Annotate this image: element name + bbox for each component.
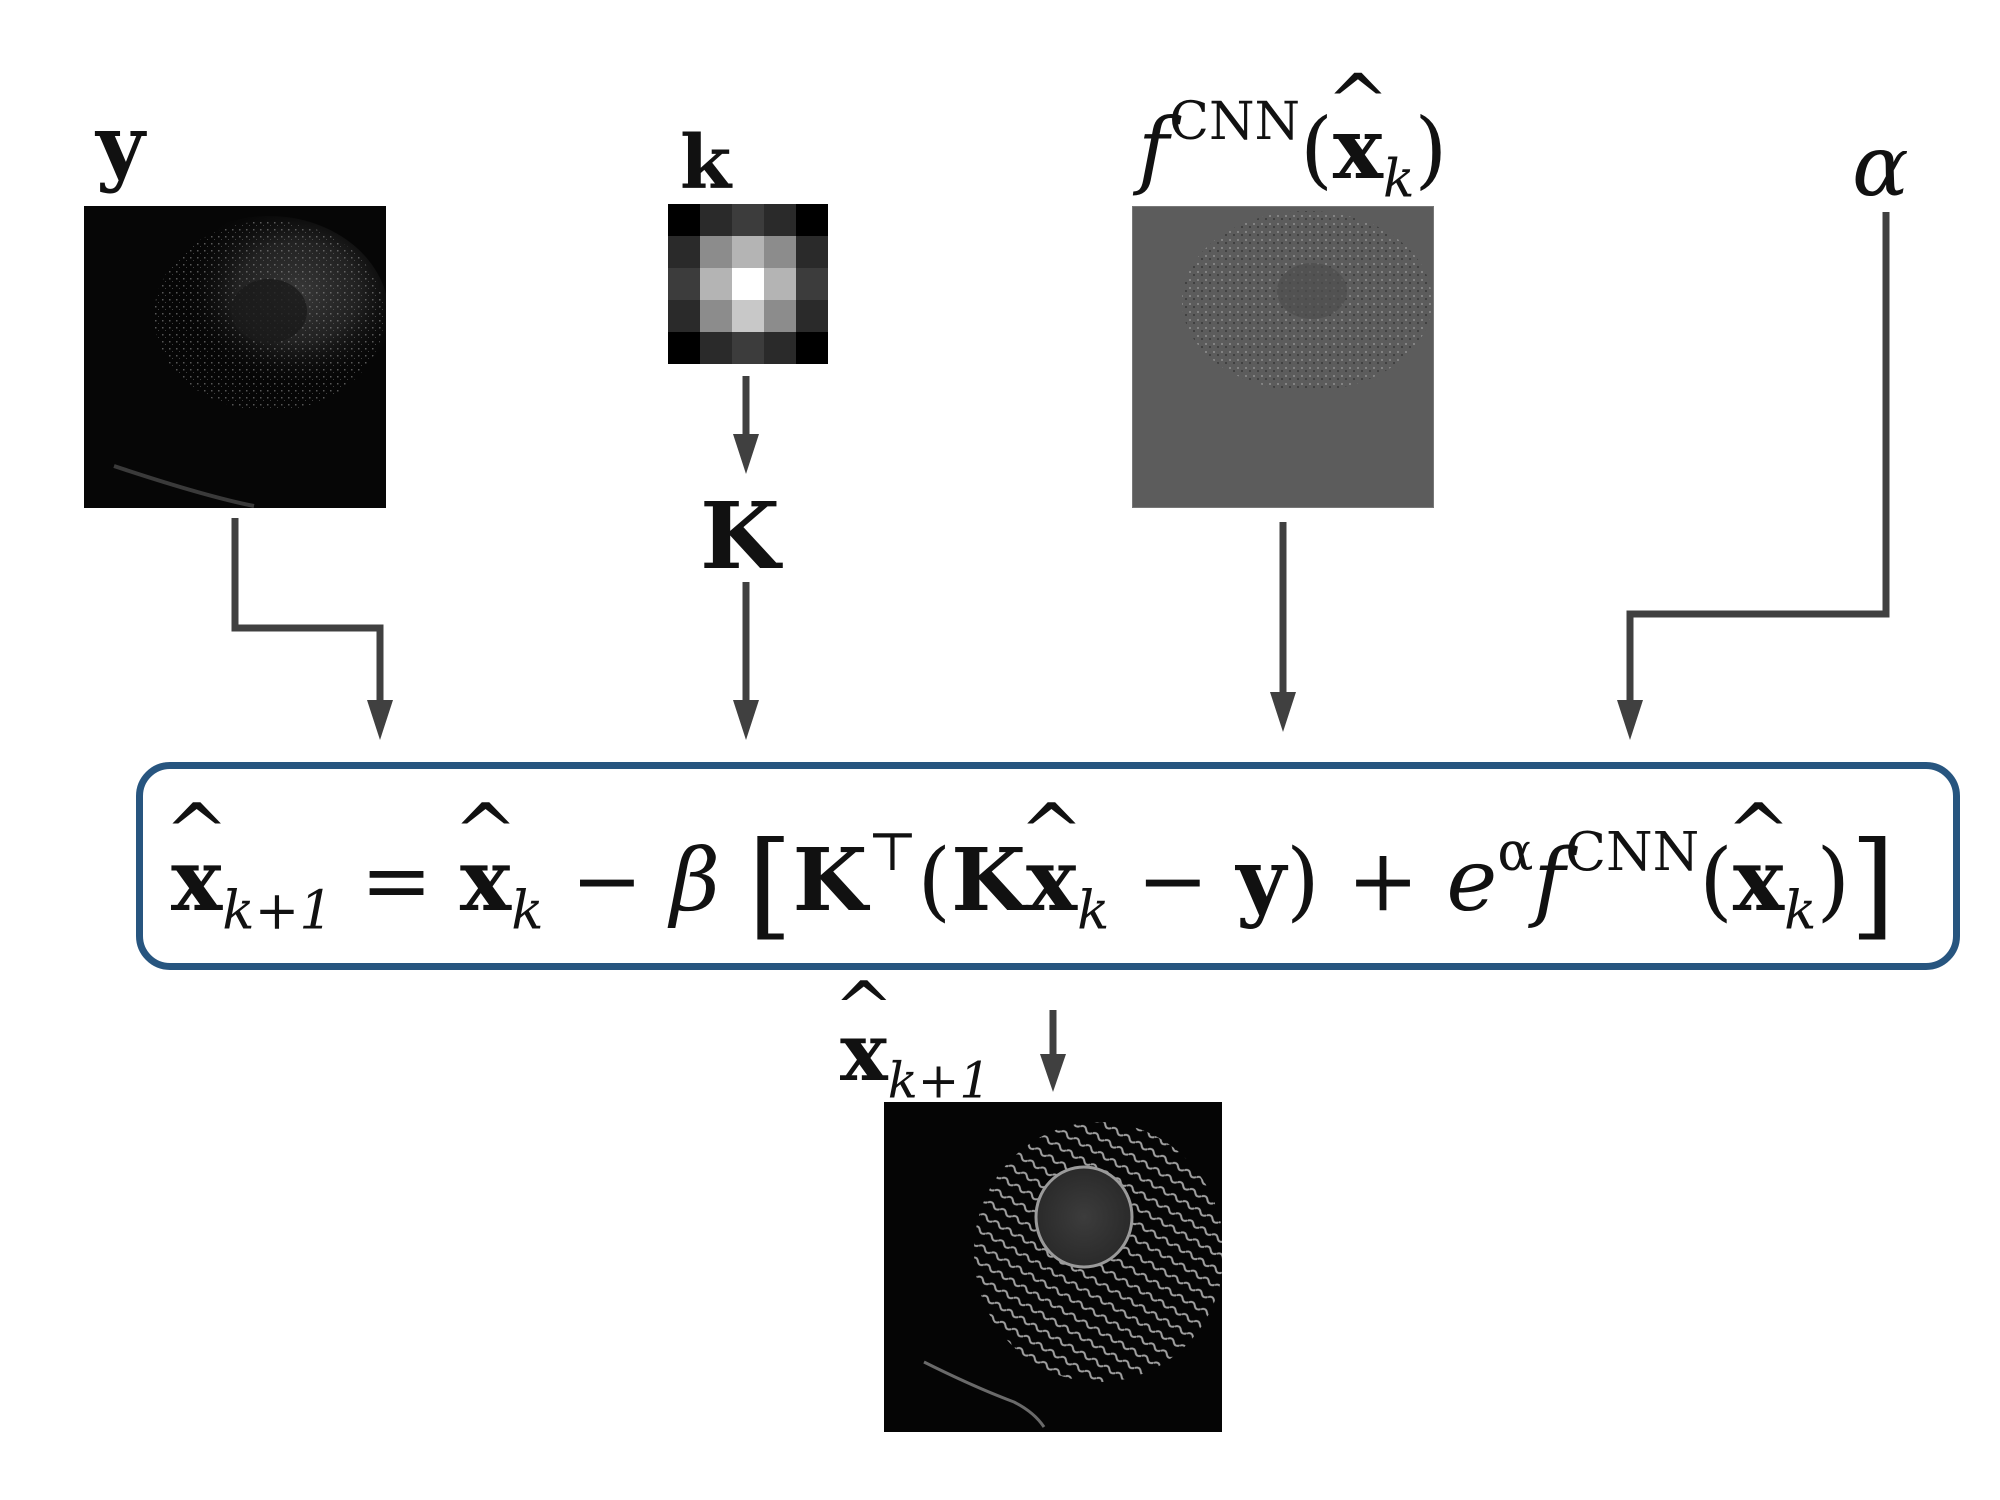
label-f-cnn-xk: fCNN(xk) <box>1138 96 1447 205</box>
eq-left-bracket: [ <box>747 817 793 952</box>
cnn-superscript: CNN <box>1169 92 1301 152</box>
eq-K2: K <box>951 830 1026 932</box>
eq-right-bracket: ] <box>1850 817 1896 952</box>
out-x-hat: x <box>840 1012 888 1092</box>
arrow-alpha-to-equation <box>1626 212 1890 706</box>
out-subscript: k+1 <box>887 1051 991 1110</box>
eq-open-paren: ( <box>917 831 952 932</box>
label-y: y <box>96 96 145 195</box>
eq-sub-k: k <box>511 879 544 942</box>
eq-sub-k3: k <box>1784 879 1817 942</box>
eq-close-plus: ) + <box>1286 831 1447 932</box>
eq-equals: = <box>333 831 460 932</box>
eq-transpose: ⊤ <box>867 821 918 884</box>
eq-lhs-x: x <box>171 830 222 931</box>
label-alpha: α <box>1852 117 1909 215</box>
label-k: k <box>680 120 732 206</box>
update-equation-box: xk+1 = xk − β [K⊤(Kxk − y) + eαfCNN(xk)] <box>136 762 1960 970</box>
image-kernel-k <box>668 204 828 364</box>
x-hat: x <box>1333 107 1383 191</box>
eq-close-paren2: ) <box>1816 831 1850 932</box>
label-K-matrix: K <box>700 482 780 590</box>
eq-y: y <box>1236 830 1287 932</box>
subscript-k: k <box>1382 149 1415 210</box>
eq-x3: x <box>1733 830 1784 931</box>
arrow-y-to-equation <box>231 518 384 706</box>
eq-minus-beta: − β <box>543 831 748 932</box>
f-symbol: f <box>1138 100 1170 199</box>
update-equation: xk+1 = xk − β [K⊤(Kxk − y) + eαfCNN(xk)] <box>171 817 1895 952</box>
eq-cnn: CNN <box>1565 821 1700 884</box>
eq-x2: x <box>1026 830 1077 931</box>
eq-x: x <box>460 830 511 931</box>
eq-e: e <box>1446 831 1498 932</box>
eq-f: f <box>1533 831 1566 932</box>
label-output-x-k-plus-1: xk+1 <box>840 1012 991 1106</box>
eq-sub-k2: k <box>1077 879 1110 942</box>
eq-K: K <box>792 830 868 932</box>
image-output-reconstruction <box>884 1102 1222 1432</box>
image-cnn-output <box>1132 206 1434 508</box>
eq-lhs-sub: k+1 <box>222 879 334 942</box>
eq-minus: − <box>1109 831 1237 932</box>
image-y-noisy <box>84 206 386 508</box>
eq-alpha: α <box>1497 821 1534 884</box>
